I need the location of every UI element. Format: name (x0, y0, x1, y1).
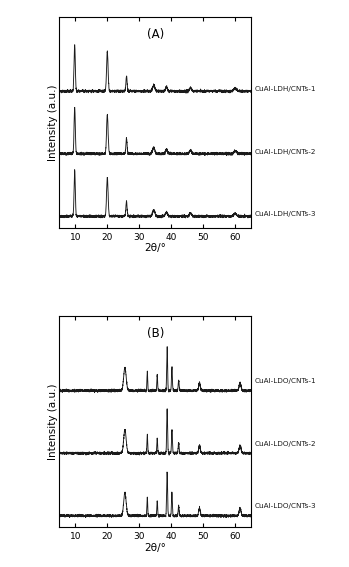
X-axis label: 2θ/°: 2θ/° (144, 543, 166, 553)
Text: CuAl-LDH/CNTs-3: CuAl-LDH/CNTs-3 (254, 211, 316, 218)
Text: CuAl-LDO/CNTs-2: CuAl-LDO/CNTs-2 (254, 442, 316, 447)
Y-axis label: Intensity (a.u.): Intensity (a.u.) (48, 384, 58, 460)
X-axis label: 2θ/°: 2θ/° (144, 243, 166, 253)
Text: CuAl-LDO/CNTs-1: CuAl-LDO/CNTs-1 (254, 378, 316, 384)
Text: CuAl-LDO/CNTs-3: CuAl-LDO/CNTs-3 (254, 503, 316, 509)
Text: CuAl-LDH/CNTs-1: CuAl-LDH/CNTs-1 (254, 86, 316, 92)
Text: (B): (B) (147, 327, 164, 340)
Text: CuAl-LDH/CNTs-2: CuAl-LDH/CNTs-2 (254, 149, 316, 155)
Y-axis label: Intensity (a.u.): Intensity (a.u.) (48, 84, 58, 160)
Text: (A): (A) (147, 28, 164, 41)
